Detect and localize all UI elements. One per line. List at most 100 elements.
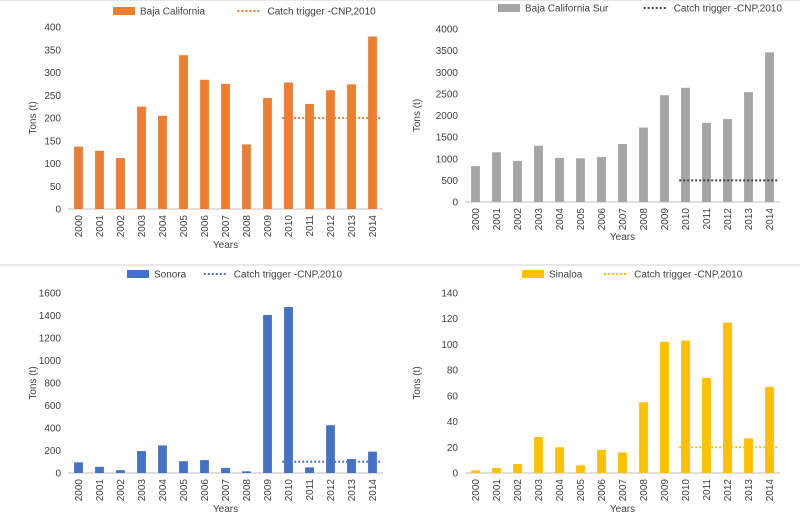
chart-baja-california: Baja California Catch trigger -CNP,2010 0 5… — [28, 7, 383, 251]
y-tick-label: 3000 — [436, 68, 459, 79]
x-tick-label: 2014 — [368, 479, 379, 502]
bar-2004 — [158, 445, 167, 473]
bar-2001 — [95, 150, 104, 209]
y-tick-label: 500 — [441, 176, 458, 187]
chart-baja-california-sur: Baja California Sur Catch trigger -CNP,20… — [412, 4, 782, 244]
y-tick-label: 100 — [44, 159, 61, 170]
x-tick-label: 2014 — [765, 208, 776, 231]
legend-label-trigger: Catch trigger -CNP,2010 — [268, 7, 377, 18]
y-tick-label: 140 — [441, 289, 458, 300]
bar-2001 — [95, 466, 104, 473]
x-tick-label: 2009 — [263, 215, 274, 238]
bar-2002 — [116, 158, 125, 209]
bar-2010 — [284, 82, 293, 209]
bar-2006 — [200, 79, 209, 209]
bar-2003 — [534, 145, 543, 202]
x-tick-label: 2001 — [492, 479, 503, 502]
bar-2014 — [765, 386, 774, 473]
bar-2012 — [326, 425, 335, 473]
y-tick-label: 60 — [447, 391, 459, 402]
y-axis-title: Tons (t) — [412, 366, 423, 399]
y-tick-label: 1200 — [39, 334, 62, 345]
bar-2004 — [158, 115, 167, 209]
bar-2001 — [492, 467, 501, 473]
x-tick-label: 2000 — [471, 479, 482, 502]
y-tick-label: 200 — [44, 446, 61, 457]
bar-2007 — [618, 144, 627, 202]
bar-2013 — [347, 458, 356, 473]
bar-2005 — [179, 55, 188, 210]
x-tick-label: 2009 — [660, 208, 671, 231]
bar-2012 — [723, 118, 732, 202]
y-tick-label: 2000 — [436, 111, 459, 122]
y-tick-label: 100 — [441, 340, 458, 351]
x-tick-label: 2008 — [242, 479, 253, 502]
x-tick-label: 2006 — [597, 479, 608, 502]
y-tick-label: 1000 — [39, 356, 62, 367]
legend: Baja California Catch trigger -CNP,2010 — [113, 7, 376, 18]
legend: Sinaloa Catch trigger -CNP,2010 — [522, 270, 743, 281]
x-tick-label: 2007 — [618, 208, 629, 231]
bar-2012 — [723, 322, 732, 473]
y-tick-label: 1400 — [39, 311, 62, 322]
x-tick-label: 2012 — [723, 208, 734, 231]
x-tick-label: 2003 — [137, 215, 148, 238]
y-tick-label: 200 — [44, 114, 61, 125]
y-tick-label: 400 — [44, 424, 61, 435]
legend-label-series: Sonora — [154, 270, 187, 281]
x-tick-label: 2003 — [534, 479, 545, 502]
legend: Sonora Catch trigger -CNP,2010 — [127, 270, 342, 281]
x-tick-label: 2011 — [305, 215, 316, 237]
x-tick-label: 2002 — [116, 215, 127, 238]
x-axis-title: Years — [610, 504, 635, 515]
bar-2007 — [618, 452, 627, 473]
x-tick-label: 2008 — [639, 208, 650, 231]
bar-2010 — [284, 307, 293, 473]
bar-2009 — [660, 95, 669, 202]
x-tick-label: 2005 — [576, 479, 587, 502]
y-tick-label: 50 — [50, 182, 62, 193]
x-tick-label: 2014 — [765, 479, 776, 502]
bar-2013 — [347, 84, 356, 209]
legend-swatch-series — [498, 4, 520, 12]
y-tick-label: 3500 — [436, 46, 459, 57]
y-tick-label: 800 — [44, 379, 61, 390]
bar-2012 — [326, 90, 335, 209]
y-tick-label: 0 — [452, 469, 458, 480]
x-tick-label: 2013 — [744, 208, 755, 231]
x-tick-label: 2007 — [618, 479, 629, 502]
legend-label-trigger: Catch trigger -CNP,2010 — [634, 270, 743, 281]
y-tick-label: 250 — [44, 91, 61, 102]
bar-2004 — [555, 157, 564, 202]
bar-2008 — [639, 402, 648, 473]
y-tick-label: 80 — [447, 366, 459, 377]
bar-2005 — [576, 465, 585, 473]
x-tick-label: 2010 — [681, 208, 692, 231]
y-tick-label: 0 — [452, 198, 458, 209]
x-tick-label: 2013 — [347, 479, 358, 502]
y-tick-label: 150 — [44, 136, 61, 147]
x-tick-label: 2004 — [158, 479, 169, 502]
x-tick-label: 2006 — [200, 215, 211, 238]
bar-2009 — [263, 314, 272, 473]
y-tick-label: 300 — [44, 68, 61, 79]
bar-2005 — [179, 461, 188, 473]
bar-2006 — [597, 449, 606, 473]
x-axis-title: Years — [213, 504, 238, 515]
bar-2003 — [137, 106, 146, 209]
x-tick-label: 2007 — [221, 479, 232, 502]
y-tick-label: 2500 — [436, 89, 459, 100]
x-tick-label: 2001 — [492, 208, 503, 231]
x-tick-label: 2014 — [368, 215, 379, 238]
x-tick-label: 2012 — [723, 479, 734, 502]
bar-2008 — [639, 127, 648, 202]
legend-label-series: Sinaloa — [549, 270, 583, 281]
x-tick-label: 2008 — [242, 215, 253, 238]
x-tick-label: 2004 — [555, 479, 566, 502]
y-tick-label: 400 — [44, 23, 61, 34]
bar-2011 — [305, 467, 314, 473]
x-tick-label: 2006 — [597, 208, 608, 231]
y-axis-title: Tons (t) — [28, 366, 39, 399]
x-axis-title: Years — [610, 232, 635, 243]
bar-2007 — [221, 467, 230, 473]
